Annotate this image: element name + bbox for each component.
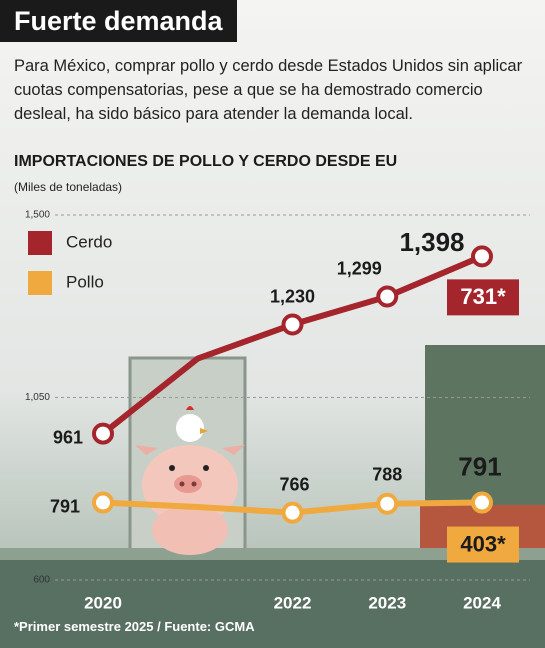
annotation: 403* (460, 531, 506, 556)
chart-subtitle: (Miles de toneladas) (14, 180, 123, 194)
data-label: 791 (458, 451, 501, 481)
annotation: 731* (460, 284, 506, 309)
data-label: 961 (53, 427, 83, 447)
legend-swatch (28, 271, 52, 295)
data-point (92, 422, 114, 445)
description: Para México, comprar pollo y cerdo desde… (14, 57, 523, 123)
chart-title: IMPORTACIONES DE POLLO Y CERDO DESDE EU (14, 153, 398, 170)
x-tick-label: 2020 (84, 593, 122, 612)
data-point (471, 245, 493, 268)
data-point (376, 285, 399, 308)
x-tick-label: 2022 (274, 593, 312, 612)
data-label: 1,299 (337, 258, 382, 278)
page-title: Fuerte demanda (0, 0, 237, 42)
data-label: 1,230 (270, 286, 315, 306)
x-tick-label: 2024 (463, 593, 501, 612)
y-tick-label: 1,500 (25, 210, 50, 221)
legend-swatch (28, 231, 52, 255)
data-label: 788 (372, 465, 402, 485)
data-point (92, 491, 114, 514)
data-point (376, 492, 399, 515)
data-label: 766 (279, 474, 309, 494)
legend-label: Cerdo (66, 232, 112, 251)
data-point (281, 313, 304, 336)
x-tick-label: 2023 (368, 593, 406, 612)
footnote: *Primer semestre 2025 / Fuente: GCMA (14, 619, 255, 634)
data-point (471, 491, 493, 514)
data-label: 791 (50, 496, 80, 516)
y-tick-label: 600 (33, 575, 50, 586)
legend-label: Pollo (66, 272, 104, 291)
y-tick-label: 1,050 (25, 392, 50, 403)
data-point (281, 501, 304, 524)
annotation-box (447, 526, 519, 563)
data-label: 1,398 (399, 227, 464, 257)
annotation-box (447, 279, 519, 316)
